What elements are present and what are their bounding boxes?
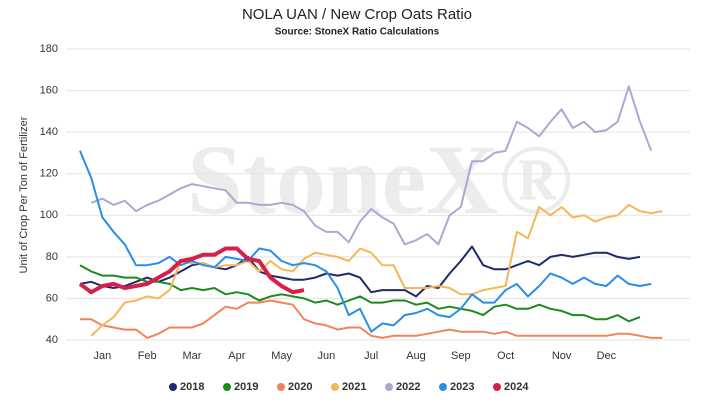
- legend-marker: [439, 383, 447, 391]
- series-line: [90, 85, 653, 246]
- legend-marker: [331, 383, 339, 391]
- series-line: [79, 150, 652, 333]
- series-line: [79, 245, 641, 298]
- y-tick-label: 60: [46, 292, 58, 304]
- x-tick-label: Apr: [228, 350, 245, 362]
- y-tick-label: 140: [40, 126, 58, 138]
- legend-label: 2021: [342, 381, 366, 393]
- y-tick-label: 180: [40, 43, 58, 55]
- x-tick-label: Jul: [364, 350, 378, 362]
- x-tick-label: Sep: [451, 350, 471, 362]
- x-tick-label: Feb: [138, 350, 157, 362]
- legend-marker: [385, 383, 393, 391]
- legend-label: 2024: [504, 381, 529, 393]
- legend-label: 2023: [450, 381, 474, 393]
- x-tick-label: Aug: [406, 350, 426, 362]
- legend-marker: [277, 383, 285, 391]
- legend-marker: [493, 383, 501, 391]
- chart-title: NOLA UAN / New Crop Oats Ratio: [242, 6, 472, 23]
- series-line: [79, 264, 641, 323]
- legend-label: 2022: [396, 381, 420, 393]
- y-tick-label: 120: [40, 168, 58, 180]
- legend-label: 2020: [288, 381, 312, 393]
- x-tick-label: Nov: [552, 350, 572, 362]
- series-line: [78, 246, 305, 295]
- chart-subtitle: Source: StoneX Ratio Calculations: [275, 27, 440, 38]
- legend-marker: [169, 383, 177, 391]
- legend-label: 2019: [234, 381, 258, 393]
- x-tick-label: Dec: [597, 350, 617, 362]
- x-tick-label: Oct: [497, 350, 514, 362]
- y-tick-label: 80: [46, 251, 58, 263]
- y-tick-label: 160: [40, 84, 58, 96]
- y-tick-label: 100: [40, 209, 58, 221]
- series-line: [80, 299, 663, 339]
- y-tick-label: 40: [46, 334, 58, 346]
- x-tick-label: Jan: [94, 350, 112, 362]
- x-tick-label: Mar: [183, 350, 202, 362]
- x-tick-label: Jun: [318, 350, 336, 362]
- watermark: StoneX®: [187, 124, 573, 235]
- x-tick-label: May: [271, 350, 292, 362]
- y-axis-label: Unit of Crop Per Ton of Fertilizer: [18, 116, 30, 273]
- legend-marker: [223, 383, 231, 391]
- legend-label: 2018: [180, 381, 204, 393]
